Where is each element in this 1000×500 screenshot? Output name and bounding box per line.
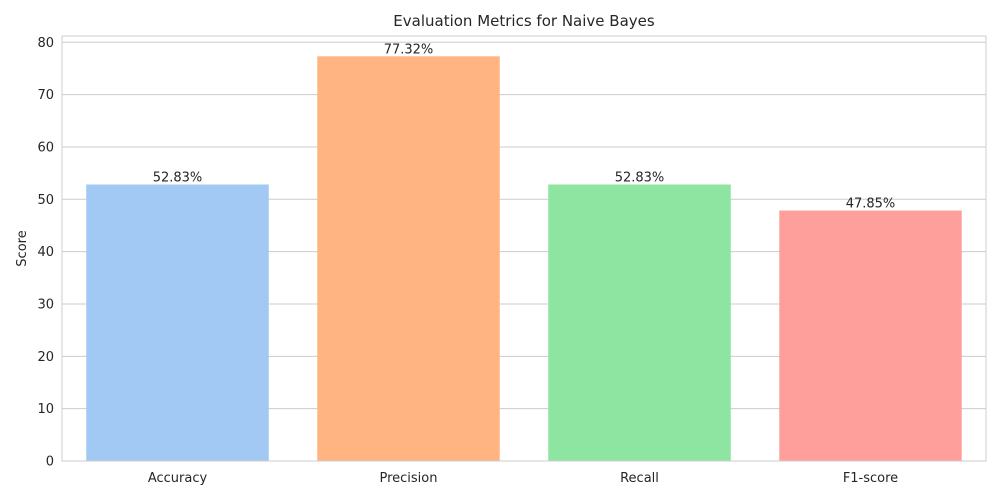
x-tick-label: Accuracy: [148, 471, 208, 486]
x-tick-label: Precision: [379, 471, 437, 486]
bar-value-label: 77.32%: [384, 42, 434, 57]
bar-accuracy: [86, 184, 269, 462]
y-tick-label: 80: [37, 36, 54, 51]
y-tick-labels: 0 10 20 30 40 50 60 70 80: [37, 36, 54, 470]
x-tick-label: Recall: [620, 471, 659, 486]
bar-precision: [317, 56, 500, 461]
y-tick-label: 50: [37, 193, 54, 208]
bar-value-label: 52.83%: [153, 170, 203, 185]
x-tick-labels: Accuracy Precision Recall F1-score: [148, 471, 898, 486]
bar-f1-score: [779, 210, 962, 461]
y-axis-label: Score: [15, 230, 30, 266]
y-tick-label: 60: [37, 140, 54, 155]
chart-title: Evaluation Metrics for Naive Bayes: [393, 12, 655, 30]
y-tick-label: 0: [46, 455, 54, 470]
bars: [86, 56, 962, 462]
bar-recall: [548, 184, 731, 462]
y-tick-label: 30: [37, 297, 54, 312]
bar-value-labels: 52.83% 77.32% 52.83% 47.85%: [153, 42, 896, 211]
y-tick-label: 20: [37, 350, 54, 365]
x-tick-label: F1-score: [843, 471, 898, 486]
plot-frame: [61, 35, 987, 462]
y-tick-label: 10: [37, 402, 54, 417]
y-tick-label: 40: [37, 245, 54, 260]
y-tick-label: 70: [37, 88, 54, 103]
bar-value-label: 47.85%: [846, 197, 896, 212]
bar-value-label: 52.83%: [615, 170, 665, 185]
